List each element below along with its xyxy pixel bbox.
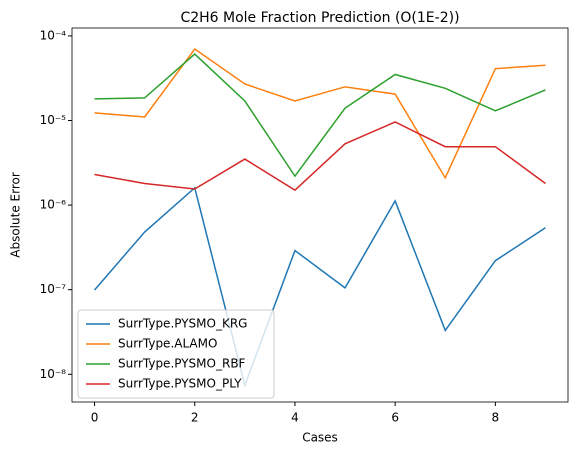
- x-tick-label: 0: [91, 411, 99, 425]
- series-line: [94, 121, 546, 192]
- y-tick-label: 10⁻⁵: [40, 113, 67, 127]
- y-tick-label: 10⁻⁷: [40, 282, 67, 296]
- x-tick-label: 8: [492, 411, 500, 425]
- y-tick-label: 10⁻⁴: [40, 28, 67, 42]
- x-tick-label: 4: [291, 411, 299, 425]
- series-line: [93, 186, 546, 388]
- y-axis-label: Absolute Error: [9, 172, 23, 258]
- x-axis-label: Cases: [302, 431, 338, 445]
- chart-title: C2H6 Mole Fraction Prediction (O(1E-2)): [180, 10, 459, 26]
- x-tick-label: 2: [191, 411, 199, 425]
- legend-label: SurrType.PYSMO_RBF: [118, 357, 246, 371]
- plot-frame: [71, 27, 569, 403]
- y-tick-label: 10⁻⁶: [40, 198, 67, 212]
- legend-label: SurrType.PYSMO_KRG: [118, 317, 247, 331]
- series-line: [94, 47, 546, 180]
- legend-box: [77, 309, 275, 399]
- y-tick-label: 10⁻⁸: [40, 367, 67, 381]
- x-tick-label: 6: [391, 411, 399, 425]
- legend-label: SurrType.PYSMO_PLY: [118, 377, 242, 391]
- legend-label: SurrType.ALAMO: [118, 337, 217, 351]
- plot-lines: [93, 47, 546, 388]
- series-line: [94, 53, 546, 178]
